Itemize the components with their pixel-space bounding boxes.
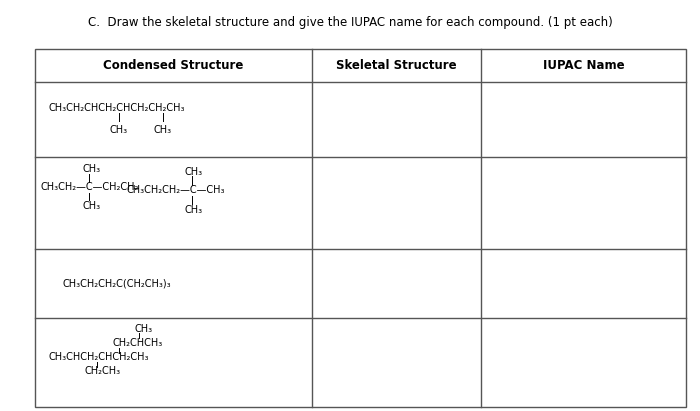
Text: CH₃CH₂CH₂C(CH₂CH₃)₃: CH₃CH₂CH₂C(CH₂CH₃)₃	[63, 279, 172, 289]
Text: Skeletal Structure: Skeletal Structure	[336, 59, 456, 72]
Text: Condensed Structure: Condensed Structure	[103, 59, 244, 72]
Text: CH₃: CH₃	[82, 201, 100, 211]
Text: IUPAC Name: IUPAC Name	[542, 59, 624, 72]
Text: CH₃: CH₃	[154, 125, 172, 136]
Text: CH₃: CH₃	[82, 164, 100, 174]
Text: CH₃CH₂CH₂—C—CH₃: CH₃CH₂CH₂—C—CH₃	[126, 185, 225, 195]
Text: CH₃: CH₃	[184, 166, 202, 177]
Text: CH₂CHCH₃: CH₂CHCH₃	[113, 338, 162, 348]
Text: CH₃CHCH₂CHCH₂CH₃: CH₃CHCH₂CHCH₂CH₃	[49, 352, 149, 362]
Text: C.  Draw the skeletal structure and give the IUPAC name for each compound. (1 pt: C. Draw the skeletal structure and give …	[88, 16, 612, 30]
Text: CH₂CH₃: CH₂CH₃	[85, 366, 121, 376]
Text: CH₃: CH₃	[110, 125, 128, 136]
Text: CH₃CH₂CHCH₂CHCH₂CH₂CH₃: CH₃CH₂CHCH₂CHCH₂CH₂CH₃	[49, 103, 186, 113]
Text: CH₃: CH₃	[134, 324, 153, 335]
Text: CH₃: CH₃	[184, 205, 202, 215]
Text: CH₃CH₂—C—CH₂CH₂: CH₃CH₂—C—CH₂CH₂	[41, 182, 139, 192]
Bar	[35, 49, 686, 407]
